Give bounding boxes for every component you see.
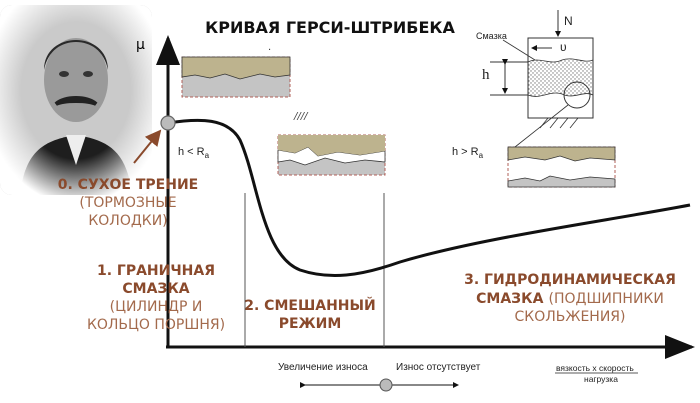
regime-mixed: 2. СМЕШАННЫЙ РЕЖИМ bbox=[240, 297, 380, 333]
regime-heading: 0. СУХОЕ ТРЕНИЕ bbox=[57, 177, 199, 193]
regime-note: КОЛЬЦО ПОРШНЯ) bbox=[86, 317, 226, 333]
y-axis-label: μ bbox=[136, 37, 145, 53]
regime-heading: СМАЗКА bbox=[476, 291, 544, 307]
svg-text:////: //// bbox=[293, 111, 309, 122]
svg-text:.: . bbox=[268, 42, 271, 53]
wear-scale-marker bbox=[379, 378, 393, 392]
regime-heading: 3. ГИДРОДИНАМИЧЕСКАЯ bbox=[464, 272, 676, 288]
velocity-label: υ bbox=[560, 40, 567, 54]
regime-heading: 2. СМЕШАННЫЙ bbox=[244, 298, 376, 314]
regime-dry-friction: 0. СУХОЕ ТРЕНИЕ (ТОРМОЗНЫЕ КОЛОДКИ) bbox=[48, 176, 208, 230]
portrait-photo bbox=[0, 5, 152, 195]
regime-note: КОЛОДКИ) bbox=[88, 213, 168, 229]
regime-note: СКОЛЬЖЕНИЯ) bbox=[514, 309, 626, 325]
regime-hydrodynamic: 3. ГИДРОДИНАМИЧЕСКАЯ СМАЗКА (ПОДШИПНИКИ … bbox=[460, 271, 680, 326]
regime-boundary: 1. ГРАНИЧНАЯ СМАЗКА (ЦИЛИНДР И КОЛЬЦО ПО… bbox=[76, 262, 236, 334]
regime-heading: РЕЖИМ bbox=[278, 316, 342, 332]
load-label: N bbox=[564, 14, 573, 28]
diagram-title: КРИВАЯ ГЕРСИ-ШТРИБЕКА bbox=[205, 18, 455, 37]
lubricant-label: Смазка bbox=[476, 31, 507, 41]
surface-hydrodynamic-image bbox=[507, 146, 616, 188]
surface-mixed-image bbox=[277, 134, 386, 176]
regime-note: (ПОДШИПНИКИ bbox=[548, 291, 664, 307]
condition-text: h > R bbox=[452, 146, 479, 158]
pointer-arrow bbox=[133, 129, 162, 164]
surface-boundary-image bbox=[181, 56, 291, 98]
condition-text: h < R bbox=[178, 146, 205, 158]
wear-increase-label: Увеличение износа bbox=[278, 362, 368, 373]
x-axis-denominator: нагрузка bbox=[584, 374, 618, 384]
bearing-schematic bbox=[490, 10, 594, 148]
subscript: a bbox=[204, 151, 210, 161]
no-wear-label: Износ отсутствует bbox=[396, 362, 481, 373]
gap-label: h bbox=[482, 67, 490, 83]
regime-heading: 1. ГРАНИЧНАЯ bbox=[96, 263, 216, 279]
condition-h-less-ra: h < Ra bbox=[178, 146, 209, 160]
condition-h-greater-ra: h > Ra bbox=[452, 146, 483, 160]
regime-note: (ТОРМОЗНЫЕ bbox=[79, 195, 177, 211]
x-axis-numerator: вязкость x скорость bbox=[556, 363, 634, 373]
regime-heading: СМАЗКА bbox=[122, 281, 190, 297]
subscript: a bbox=[478, 151, 484, 161]
stribeck-curve bbox=[167, 118, 691, 278]
regime-note: (ЦИЛИНДР И bbox=[109, 299, 203, 315]
static-friction-point bbox=[160, 115, 176, 131]
